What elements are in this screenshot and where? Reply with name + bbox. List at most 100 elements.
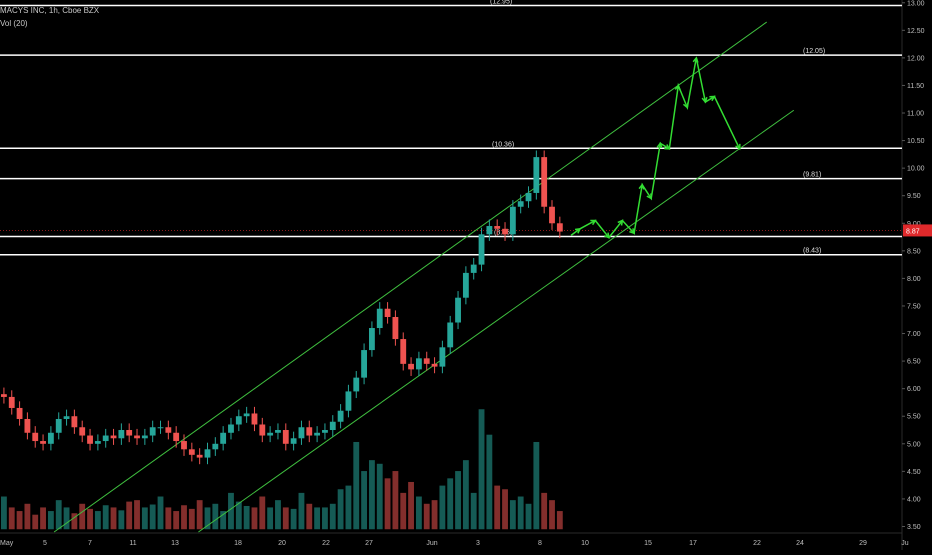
candle-body xyxy=(79,427,86,436)
candle-body xyxy=(228,424,234,433)
volume-bar xyxy=(408,481,414,530)
volume-bar xyxy=(24,503,31,530)
volume-bar xyxy=(392,471,399,530)
x-tick-label: Ju xyxy=(901,540,909,547)
x-tick-label: 22 xyxy=(322,540,330,547)
candle-body xyxy=(369,328,375,351)
candle-body xyxy=(494,226,501,229)
volume-bar xyxy=(196,500,203,530)
volume-bar xyxy=(220,511,227,530)
candle-body xyxy=(212,443,219,450)
candle-body xyxy=(8,396,15,408)
projection-arrowhead xyxy=(664,144,671,150)
volume-bar xyxy=(525,503,532,530)
candle-body xyxy=(102,435,109,442)
last-price-label: 8.87 xyxy=(906,228,920,235)
volume-bar xyxy=(87,508,93,530)
candle-body xyxy=(141,435,148,439)
candle-body xyxy=(455,297,461,323)
projection-arrowhead xyxy=(629,228,636,235)
volume-bar xyxy=(322,507,328,530)
y-tick-label: 5.50 xyxy=(907,414,921,421)
level-label: (9.81) xyxy=(803,172,821,179)
volume-bar xyxy=(549,500,555,530)
y-tick-label: 10.00 xyxy=(907,166,925,173)
candle-body xyxy=(47,432,54,444)
volume-bar xyxy=(47,511,54,530)
volume-bar xyxy=(181,505,187,530)
volume-bar xyxy=(8,507,15,530)
candle-body xyxy=(556,223,563,232)
volume-bar xyxy=(455,471,461,530)
volume-bar xyxy=(134,500,140,530)
projection-arrowhead xyxy=(674,83,681,91)
candle-body xyxy=(470,264,477,273)
volume-bar xyxy=(502,489,508,530)
y-tick-label: 4.00 xyxy=(907,496,921,503)
volume-bar xyxy=(462,460,469,530)
candle-body xyxy=(235,416,242,425)
projection-arrowhead xyxy=(603,232,610,239)
candle-body xyxy=(149,427,156,436)
volume-bar xyxy=(110,507,117,530)
y-tick-label: 13.00 xyxy=(907,0,925,7)
volume-bar xyxy=(376,463,383,530)
x-tick-label: 8 xyxy=(538,540,542,547)
volume-bar xyxy=(173,511,180,530)
volume-bar xyxy=(1,496,7,530)
chart-legend: MACYS INC, 1h, Cboe BZX Vol (20) xyxy=(0,4,99,30)
projection-arrowhead xyxy=(574,227,582,234)
volume-bar xyxy=(282,507,289,530)
volume-bar xyxy=(141,507,148,530)
candle-body xyxy=(267,432,274,436)
candle-body xyxy=(259,424,266,436)
volume-bar xyxy=(157,496,164,530)
candle-body xyxy=(314,432,321,436)
volume-bar xyxy=(329,503,336,530)
candle-body xyxy=(502,228,508,235)
level-label: (12.95) xyxy=(490,0,512,6)
projection-path xyxy=(570,57,741,239)
volume-bar xyxy=(94,511,101,530)
volume-bar xyxy=(298,492,305,530)
y-tick-label: 12.50 xyxy=(907,28,925,35)
candle-body xyxy=(533,157,540,193)
y-tick-label: 7.50 xyxy=(907,303,921,310)
x-tick-label: 5 xyxy=(43,540,47,547)
candle-body xyxy=(298,427,305,439)
volume-bar xyxy=(118,510,125,530)
volume-bar xyxy=(243,505,250,530)
candle-body xyxy=(87,435,93,444)
candle-body xyxy=(16,407,23,419)
candle-body xyxy=(549,206,555,224)
candle-body xyxy=(40,441,46,444)
level-label: (12.05) xyxy=(803,48,825,55)
x-tick-label: 7 xyxy=(88,540,92,547)
y-tick-label: 8.50 xyxy=(907,248,921,255)
volume-bar xyxy=(486,434,493,530)
volume-bar xyxy=(40,507,46,530)
projection-arrowhead xyxy=(709,95,716,102)
volume-bar xyxy=(306,503,313,530)
candle-body xyxy=(408,363,414,370)
symbol-label[interactable]: MACYS INC, 1h, Cboe BZX xyxy=(0,6,100,15)
projection-arrowhead xyxy=(590,219,597,226)
candle-body xyxy=(243,413,250,417)
volume-bar xyxy=(235,501,242,530)
volume-indicator-label[interactable]: Vol (20) xyxy=(0,19,28,28)
volume-bar xyxy=(494,485,501,530)
y-tick-label: 10.50 xyxy=(907,138,925,145)
x-tick-label: 18 xyxy=(234,540,242,547)
volume-bar xyxy=(400,492,407,530)
candle-body xyxy=(462,272,469,298)
volume-bar xyxy=(361,471,368,530)
volume-bar xyxy=(470,492,477,530)
projection-arrowhead xyxy=(735,143,741,151)
volume-bar xyxy=(126,501,133,530)
projection-arrowhead xyxy=(682,102,689,109)
candle-body xyxy=(32,432,39,442)
volume-bar xyxy=(556,511,563,530)
projection-arrowhead xyxy=(646,193,653,200)
